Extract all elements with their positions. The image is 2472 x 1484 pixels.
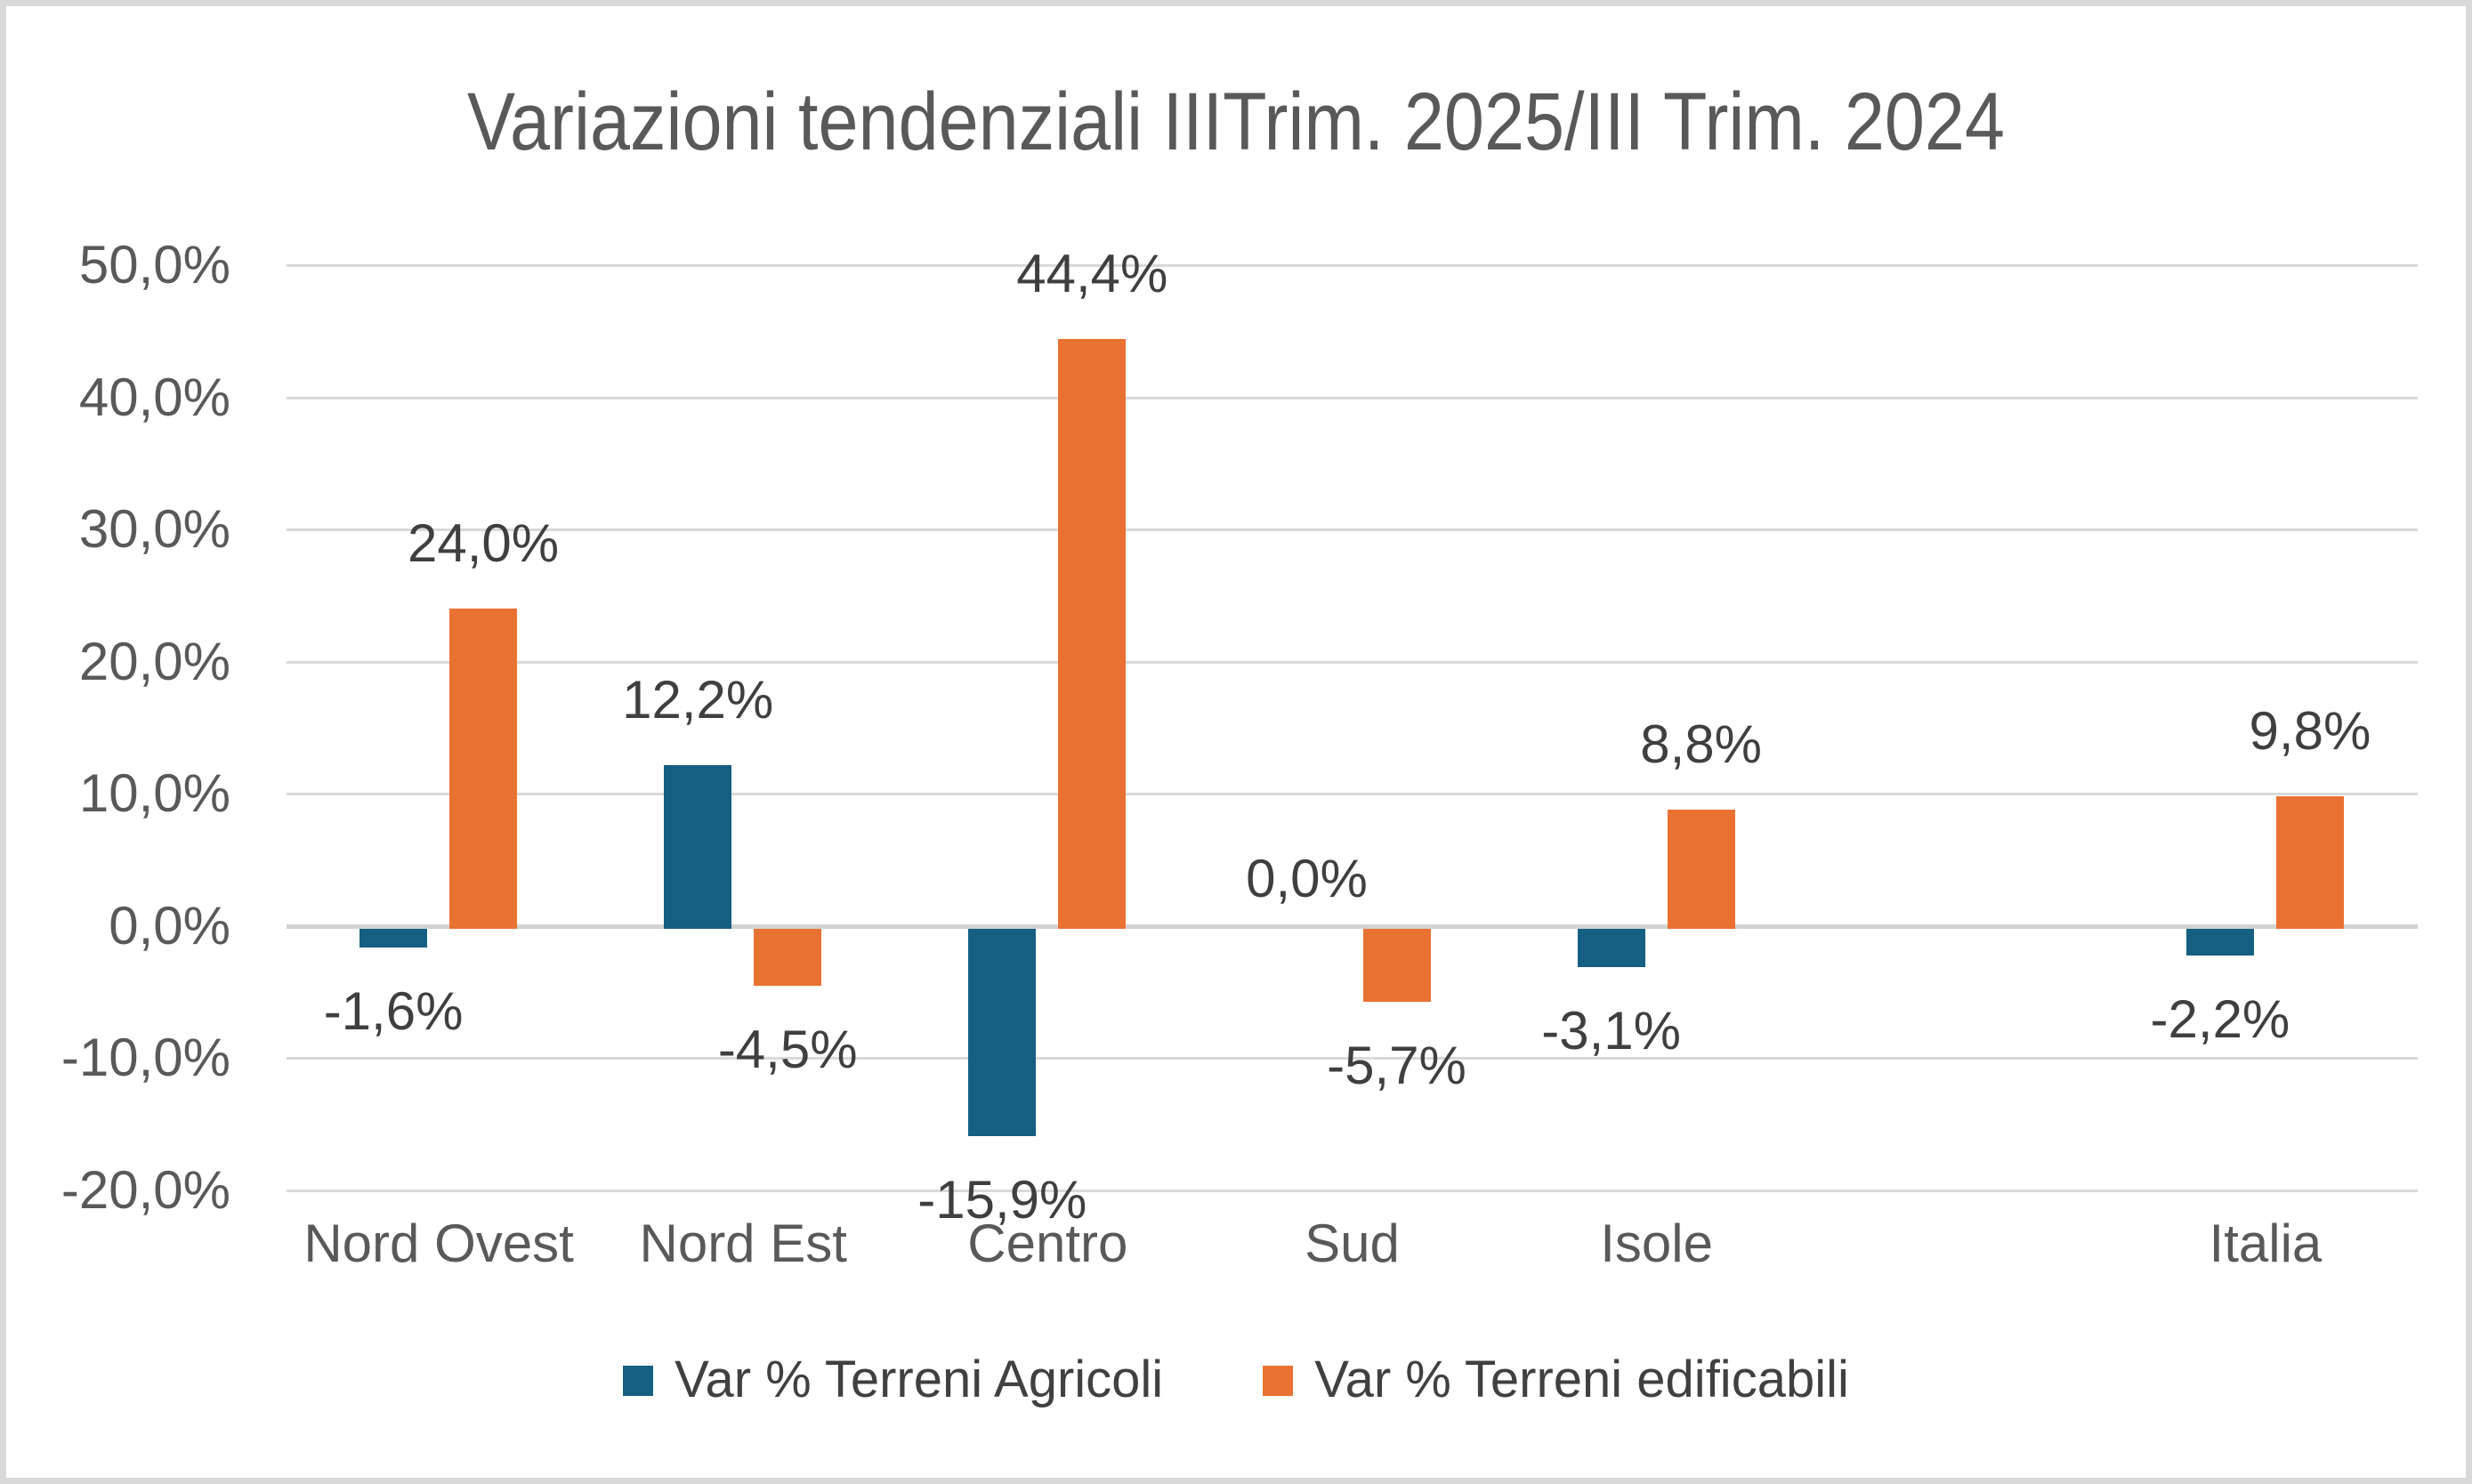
data-label-agricoli-Nord Ovest: -1,6% <box>323 980 464 1041</box>
legend-item-agricoli: Var % Terreni Agricoli <box>623 1351 1163 1408</box>
bar-edificabili-Sud <box>1362 928 1431 1002</box>
data-label-agricoli-Centro: -15,9% <box>917 1170 1087 1230</box>
gridline <box>287 264 2418 267</box>
gridline <box>287 396 2418 399</box>
y-axis-label: 10,0% <box>78 763 230 824</box>
data-label-agricoli-Sud: 0,0% <box>1246 848 1368 908</box>
x-axis-label-isole: Isole <box>1600 1214 1713 1273</box>
bar-agricoli-Nord Ovest <box>359 928 428 948</box>
bar-agricoli-Nord Est <box>664 764 732 929</box>
data-label-agricoli-Nord Est: 12,2% <box>622 669 774 730</box>
bar-agricoli-Centro <box>968 928 1037 1137</box>
bar-agricoli-Isole <box>1577 928 1645 967</box>
y-axis-label: 40,0% <box>78 367 230 427</box>
y-axis-label: -10,0% <box>61 1028 230 1088</box>
data-label-edificabili-Nord Ovest: 24,0% <box>407 513 560 574</box>
x-axis-label-nord-ovest: Nord Ovest <box>303 1214 574 1273</box>
plot-area: -1,6% 24,0% 12,2% -4,5% -15,9% 44,4% 0,0% -5,7%… <box>287 246 2418 1229</box>
bar-edificabili-Italia <box>2275 796 2344 929</box>
legend-label: Var % Terreni edificabili <box>1314 1351 1849 1408</box>
data-label-edificabili-Isole: 8,8% <box>1640 714 1763 775</box>
legend: Var % Terreni Agricoli Var % Terreni edif… <box>6 1351 2466 1408</box>
data-label-edificabili-Nord Est: -4,5% <box>717 1019 858 1079</box>
y-axis-label: -20,0% <box>61 1160 230 1220</box>
y-axis-label: 30,0% <box>78 499 230 560</box>
legend-item-edificabili: Var % Terreni edificabili <box>1263 1351 1849 1408</box>
gridline <box>287 528 2418 532</box>
data-label-edificabili-Sud: -5,7% <box>1327 1035 1466 1095</box>
bar-edificabili-Centro <box>1058 339 1127 929</box>
bar-edificabili-Nord Est <box>754 928 822 986</box>
gridline <box>287 660 2418 664</box>
bar-agricoli-Italia <box>2185 928 2254 956</box>
y-axis-label: 20,0% <box>78 631 230 691</box>
gridline <box>287 1190 2418 1192</box>
zero-axis-line <box>287 923 2418 929</box>
data-label-edificabili-Italia: 9,8% <box>2249 701 2371 762</box>
x-axis-label-sud: Sud <box>1305 1214 1400 1273</box>
legend-label: Var % Terreni Agricoli <box>675 1351 1164 1408</box>
data-label-agricoli-Isole: -3,1% <box>1541 1000 1682 1061</box>
y-axis-label: 50,0% <box>78 235 230 294</box>
data-label-edificabili-Centro: 44,4% <box>1016 244 1168 304</box>
legend-swatch-icon <box>1263 1366 1294 1396</box>
legend-swatch-icon <box>623 1366 654 1396</box>
bar-edificabili-Isole <box>1667 810 1735 929</box>
gridline <box>287 1057 2418 1061</box>
y-axis-label: 0,0% <box>109 895 230 956</box>
chart-title: Variazioni tendenziali IIITrim. 2025/III… <box>467 77 2005 167</box>
x-axis-label-italia: Italia <box>2209 1214 2323 1273</box>
bar-edificabili-Nord Ovest <box>449 609 518 929</box>
gridline <box>287 793 2418 796</box>
data-label-agricoli-Italia: -2,2% <box>2150 988 2290 1049</box>
